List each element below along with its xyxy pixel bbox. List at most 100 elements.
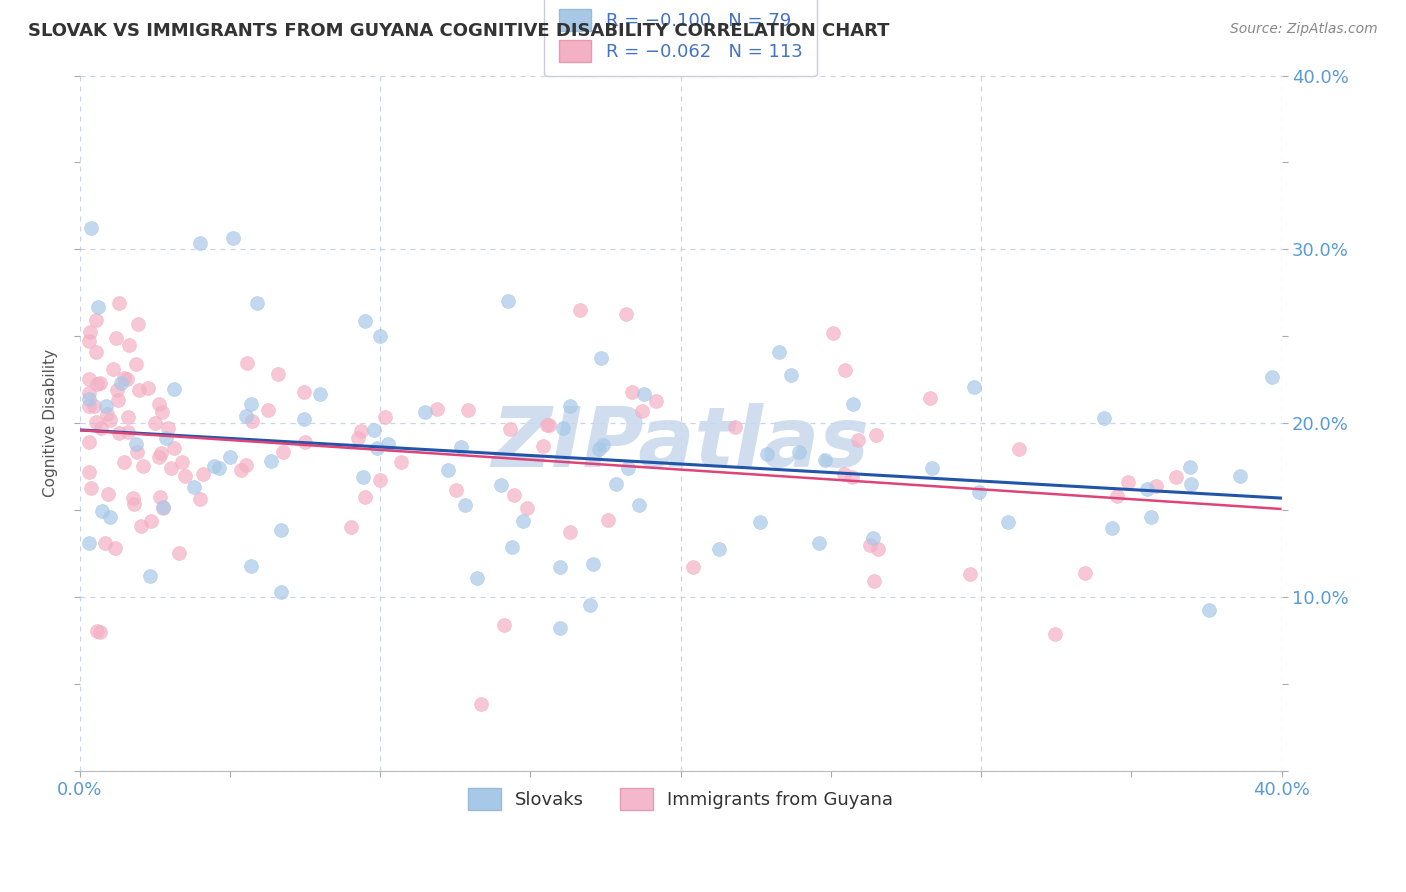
Point — [188, 491, 211, 506]
Point — [450, 440, 472, 454]
Point — [842, 397, 865, 411]
Point — [152, 500, 174, 514]
Point — [77, 434, 100, 449]
Point — [235, 409, 257, 424]
Point — [77, 386, 100, 401]
Point — [84, 345, 107, 359]
Point — [551, 421, 574, 435]
Point — [748, 515, 770, 529]
Point — [631, 404, 654, 418]
Point — [115, 372, 138, 386]
Point — [1008, 442, 1031, 456]
Point — [1136, 482, 1159, 496]
Point — [294, 384, 316, 399]
Point — [862, 531, 884, 545]
Point — [104, 541, 127, 555]
Point — [550, 621, 572, 635]
Point — [90, 504, 112, 518]
Point — [503, 488, 526, 502]
Point — [246, 295, 269, 310]
Point — [84, 415, 107, 429]
Point — [132, 459, 155, 474]
Point — [1140, 510, 1163, 524]
Point — [101, 362, 124, 376]
Point — [183, 480, 205, 494]
Point — [235, 356, 257, 370]
Legend: Slovaks, Immigrants from Guyana: Slovaks, Immigrants from Guyana — [454, 773, 907, 824]
Point — [112, 455, 135, 469]
Point — [77, 392, 100, 406]
Point — [1043, 626, 1066, 640]
Point — [1116, 475, 1139, 489]
Point — [963, 380, 986, 394]
Point — [498, 422, 520, 436]
Point — [536, 418, 558, 433]
Point — [105, 331, 128, 345]
Point — [163, 382, 186, 396]
Point — [1144, 479, 1167, 493]
Point — [80, 481, 103, 495]
Point — [560, 525, 582, 540]
Point — [512, 514, 534, 528]
Point — [537, 418, 560, 433]
Point — [628, 498, 651, 512]
Point — [787, 444, 810, 458]
Point — [271, 445, 294, 459]
Point — [294, 434, 316, 449]
Point — [156, 421, 179, 435]
Point — [997, 515, 1019, 529]
Point — [354, 314, 377, 328]
Point — [240, 558, 263, 573]
Point — [141, 514, 163, 528]
Point — [959, 567, 981, 582]
Point — [347, 431, 370, 445]
Point — [617, 461, 640, 475]
Point — [589, 351, 612, 365]
Y-axis label: Cognitive Disability: Cognitive Disability — [44, 349, 58, 497]
Point — [149, 490, 172, 504]
Point — [125, 445, 148, 459]
Point — [77, 372, 100, 386]
Point — [155, 431, 177, 445]
Point — [148, 397, 170, 411]
Point — [682, 560, 704, 574]
Point — [967, 485, 990, 500]
Point — [172, 455, 194, 469]
Point — [605, 477, 627, 491]
Point — [1105, 489, 1128, 503]
Point — [921, 460, 943, 475]
Point — [77, 399, 100, 413]
Point — [77, 465, 100, 479]
Point — [834, 363, 856, 377]
Point — [374, 409, 396, 424]
Point — [592, 438, 614, 452]
Point — [1178, 459, 1201, 474]
Point — [77, 536, 100, 550]
Point — [98, 509, 121, 524]
Point — [531, 439, 554, 453]
Point — [160, 460, 183, 475]
Point — [117, 410, 139, 425]
Point — [84, 313, 107, 327]
Point — [128, 384, 150, 398]
Point — [219, 450, 242, 464]
Point — [368, 329, 391, 343]
Point — [841, 469, 863, 483]
Point — [138, 568, 160, 582]
Point — [340, 519, 363, 533]
Point — [465, 571, 488, 585]
Point — [143, 416, 166, 430]
Point — [150, 405, 173, 419]
Point — [118, 338, 141, 352]
Point — [112, 371, 135, 385]
Point — [352, 470, 374, 484]
Point — [122, 497, 145, 511]
Point — [755, 447, 778, 461]
Point — [235, 458, 257, 473]
Point — [167, 546, 190, 560]
Point — [148, 450, 170, 464]
Point — [1198, 602, 1220, 616]
Point — [127, 317, 149, 331]
Point — [122, 491, 145, 506]
Point — [136, 381, 159, 395]
